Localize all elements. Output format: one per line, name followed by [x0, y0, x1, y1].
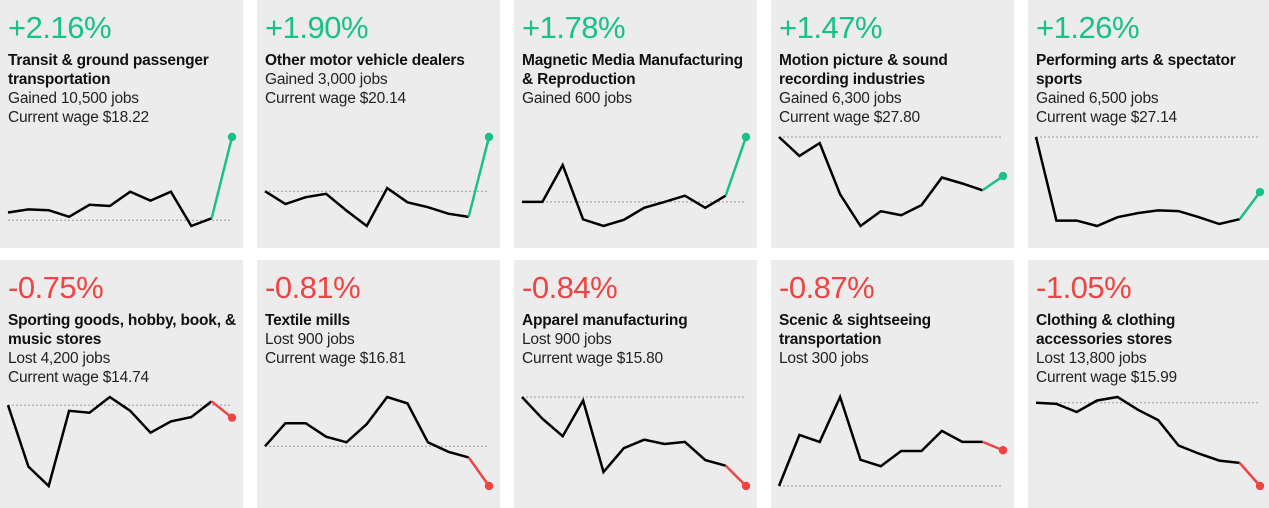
series-line [522, 162, 727, 228]
jobs-change: Lost 900 jobs [265, 331, 355, 348]
current-wage: Current wage $20.14 [265, 90, 406, 107]
percent-change: +2.16% [8, 10, 112, 45]
industry-card: +1.90% Other motor vehicle dealers Gained … [257, 0, 500, 248]
latest-change-segment [210, 136, 234, 219]
percent-change: -0.84% [522, 270, 618, 305]
industry-name: Other motor vehicle dealers [265, 52, 465, 69]
jobs-change: Gained 600 jobs [522, 90, 632, 107]
latest-change-segment [210, 400, 233, 419]
series-line [7, 190, 213, 228]
current-wage: Current wage $14.74 [8, 369, 149, 386]
latest-point [998, 171, 1008, 181]
sparkline-chart [264, 132, 494, 228]
industry-info: Magnetic Media Manufacturing & Reproduct… [522, 51, 751, 108]
industry-name: Sporting goods, hobby, book, & music sto… [8, 312, 236, 348]
current-wage: Current wage $27.80 [779, 109, 920, 126]
jobs-change: Lost 900 jobs [522, 331, 612, 348]
latest-point [741, 481, 751, 491]
industry-info: Motion picture & sound recording industr… [779, 51, 1008, 127]
jobs-change: Lost 13,800 jobs [1036, 350, 1147, 367]
sparkline-chart [1035, 395, 1265, 491]
latest-point [741, 132, 751, 142]
percent-change: +1.78% [522, 10, 626, 45]
industry-card: -0.84% Apparel manufacturing Lost 900 jobs… [514, 260, 757, 508]
industry-info: Textile mills Lost 900 jobs Current wage $… [265, 311, 494, 368]
latest-point [1255, 187, 1265, 197]
series-line [521, 396, 726, 475]
percent-change: +1.47% [779, 10, 883, 45]
industry-info: Transit & ground passenger transportatio… [8, 51, 237, 127]
current-wage: Current wage $15.80 [522, 350, 663, 367]
industry-name: Magnetic Media Manufacturing & Reproduct… [522, 52, 743, 88]
jobs-change: Lost 4,200 jobs [8, 350, 111, 367]
current-wage: Current wage $18.22 [8, 109, 149, 126]
latest-point [998, 446, 1008, 455]
sparkline-chart [522, 132, 751, 228]
industry-info: Other motor vehicle dealers Gained 3,000 … [265, 51, 494, 108]
percent-change: -1.05% [1036, 270, 1132, 305]
sparkline-chart [6, 395, 237, 489]
industry-info: Apparel manufacturing Lost 900 jobs Curren… [522, 311, 751, 368]
percent-change: -0.81% [265, 270, 361, 305]
industry-name: Scenic & sightseeing transportation [779, 312, 931, 348]
industry-card: +1.26% Performing arts & spectator sports… [1028, 0, 1269, 248]
percent-change: -0.87% [779, 270, 875, 305]
current-wage: Current wage $16.81 [265, 350, 406, 367]
series-line [778, 136, 983, 228]
sparkline-chart [778, 136, 1008, 228]
series-line [1035, 395, 1240, 465]
jobs-change: Lost 300 jobs [779, 350, 869, 367]
jobs-change: Gained 10,500 jobs [8, 90, 139, 107]
industry-card: +2.16% Transit & ground passenger transpo… [0, 0, 243, 248]
jobs-change: Gained 6,500 jobs [1036, 90, 1159, 107]
percent-change: +1.26% [1036, 10, 1140, 45]
series-line [777, 393, 983, 487]
latest-point [484, 481, 494, 491]
latest-point [227, 132, 237, 142]
latest-change-segment [724, 464, 747, 487]
current-wage: Current wage $15.99 [1036, 369, 1177, 386]
industry-info: Performing arts & spectator sports Gained… [1036, 51, 1265, 127]
latest-change-segment [1238, 191, 1262, 220]
industry-name: Textile mills [265, 312, 350, 329]
latest-point [227, 413, 237, 422]
industry-card: -0.87% Scenic & sightseeing transportatio… [771, 260, 1014, 508]
latest-change-segment [724, 136, 748, 197]
industry-card: -0.81% Textile mills Lost 900 jobs Current … [257, 260, 500, 508]
industry-info: Sporting goods, hobby, book, & music sto… [8, 311, 237, 387]
sparkline-chart [264, 395, 494, 491]
industry-card: -1.05% Clothing & clothing accessories st… [1028, 260, 1269, 508]
percent-change: -0.75% [8, 270, 104, 305]
industry-info: Scenic & sightseeing transportation Lost … [779, 311, 1008, 368]
industry-name: Transit & ground passenger transportatio… [8, 52, 209, 88]
industry-name: Motion picture & sound recording industr… [779, 52, 948, 88]
series-line [264, 395, 469, 459]
latest-change-segment [1238, 462, 1261, 487]
latest-change-segment [467, 136, 491, 218]
series-line [264, 186, 469, 228]
jobs-change: Gained 3,000 jobs [265, 71, 388, 88]
sparkline-chart [1034, 136, 1265, 228]
latest-change-segment [467, 456, 491, 487]
latest-point [1255, 481, 1265, 491]
industry-info: Clothing & clothing accessories stores Lo… [1036, 311, 1265, 387]
industry-card: -0.75% Sporting goods, hobby, book, & mus… [0, 260, 243, 508]
industry-card: +1.47% Motion picture & sound recording i… [771, 0, 1014, 248]
percent-change: +1.90% [265, 10, 369, 45]
series-line [6, 395, 213, 489]
latest-point [484, 132, 494, 142]
industry-name: Performing arts & spectator sports [1036, 52, 1236, 88]
sparkline-chart [777, 393, 1008, 487]
current-wage: Current wage $27.14 [1036, 109, 1177, 126]
sparkline-chart [7, 132, 237, 228]
sparkline-chart [521, 396, 751, 491]
industry-name: Apparel manufacturing [522, 312, 688, 329]
series-line [1034, 136, 1240, 228]
jobs-change: Gained 6,300 jobs [779, 90, 902, 107]
industry-name: Clothing & clothing accessories stores [1036, 312, 1176, 348]
industry-card: +1.78% Magnetic Media Manufacturing & Rep… [514, 0, 757, 248]
